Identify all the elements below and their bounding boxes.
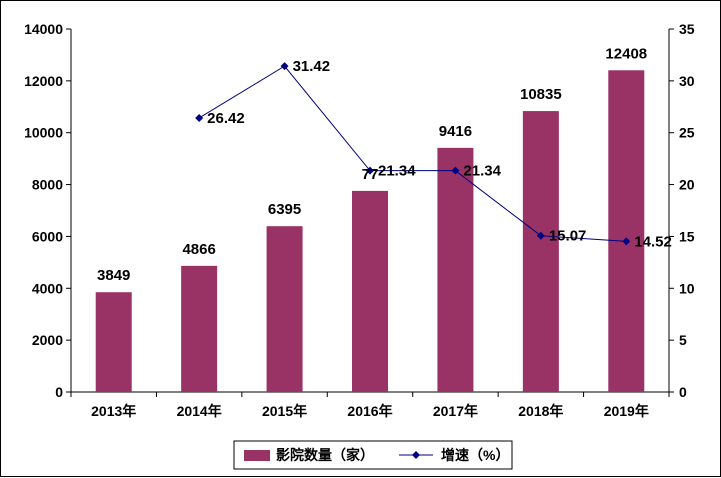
right-tick-label: 0 [679, 384, 687, 400]
growth-data-label: 31.42 [293, 58, 331, 75]
bar [95, 292, 132, 392]
left-tick-label: 0 [55, 384, 63, 400]
growth-marker [280, 62, 289, 71]
bar [181, 265, 218, 392]
legend-bar-swatch [244, 450, 270, 461]
x-tick-label: 2013年 [91, 403, 136, 419]
bar [522, 111, 559, 392]
bar-data-label: 4866 [182, 241, 215, 258]
right-tick-label: 15 [679, 228, 695, 244]
growth-marker [195, 113, 204, 122]
right-tick-label: 25 [679, 125, 695, 141]
x-tick-label: 2016年 [347, 403, 392, 419]
growth-data-label: 21.34 [463, 163, 501, 180]
left-tick-label: 4000 [32, 280, 63, 296]
bar [608, 70, 645, 392]
growth-marker [366, 166, 374, 175]
legend-label-cinemas: 影院数量（家） [276, 447, 374, 463]
bar-data-label: 77 [362, 166, 379, 183]
right-tick-label: 35 [679, 21, 695, 37]
bar-data-label: 12408 [605, 45, 647, 62]
growth-marker [536, 231, 545, 240]
x-tick-label: 2015年 [262, 403, 307, 419]
x-tick-label: 2018年 [518, 403, 563, 419]
right-tick-label: 30 [679, 73, 695, 89]
bar [266, 226, 303, 392]
growth-marker [622, 237, 631, 246]
bar-data-label: 10835 [520, 86, 562, 103]
bar-data-label: 3849 [97, 267, 130, 284]
left-tick-label: 2000 [32, 332, 63, 348]
legend-box [233, 440, 513, 470]
left-tick-label: 6000 [32, 228, 63, 244]
growth-data-label: 26.42 [207, 110, 245, 127]
growth-data-label: 15.07 [549, 228, 587, 245]
x-tick-label: 2017年 [433, 403, 478, 419]
left-tick-label: 10000 [24, 125, 63, 141]
growth-marker [451, 166, 460, 175]
growth-data-label: 14.52 [634, 233, 672, 250]
right-tick-label: 5 [679, 332, 687, 348]
bar-data-label: 9416 [439, 123, 472, 140]
bar [352, 190, 388, 392]
left-tick-label: 12000 [24, 73, 63, 89]
bar-data-label: 6395 [268, 201, 301, 218]
legend-line-marker [412, 451, 420, 459]
left-tick-label: 14000 [24, 21, 63, 37]
left-tick-label: 8000 [32, 177, 63, 193]
growth-line [198, 65, 627, 242]
x-tick-label: 2014年 [177, 403, 222, 419]
right-tick-label: 10 [679, 280, 695, 296]
right-tick-label: 20 [679, 177, 695, 193]
x-tick-label: 2019年 [604, 403, 649, 419]
bar [437, 147, 474, 392]
growth-data-label: 21.34 [378, 163, 416, 180]
legend-label-growth: 增速（%） [441, 447, 509, 463]
